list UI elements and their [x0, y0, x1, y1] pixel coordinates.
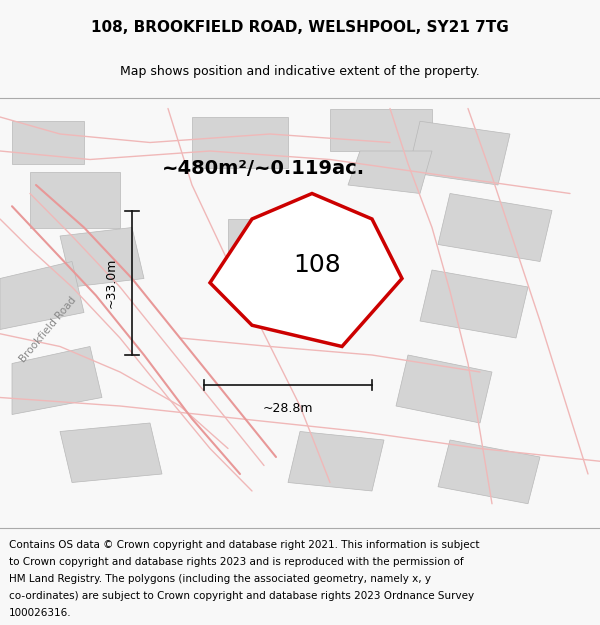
Polygon shape — [228, 219, 324, 270]
Polygon shape — [60, 228, 144, 287]
Polygon shape — [12, 121, 84, 164]
Text: HM Land Registry. The polygons (including the associated geometry, namely x, y: HM Land Registry. The polygons (includin… — [9, 574, 431, 584]
Polygon shape — [408, 121, 510, 185]
Polygon shape — [210, 194, 402, 346]
Polygon shape — [264, 279, 348, 321]
Polygon shape — [396, 355, 492, 423]
Polygon shape — [192, 117, 288, 168]
Text: co-ordinates) are subject to Crown copyright and database rights 2023 Ordnance S: co-ordinates) are subject to Crown copyr… — [9, 591, 474, 601]
Text: ~480m²/~0.119ac.: ~480m²/~0.119ac. — [162, 159, 365, 177]
Text: to Crown copyright and database rights 2023 and is reproduced with the permissio: to Crown copyright and database rights 2… — [9, 557, 464, 567]
Polygon shape — [12, 346, 102, 414]
Text: Brookfield Road: Brookfield Road — [18, 295, 78, 364]
Polygon shape — [420, 270, 528, 338]
Polygon shape — [438, 194, 552, 261]
Text: 100026316.: 100026316. — [9, 608, 71, 618]
Text: Map shows position and indicative extent of the property.: Map shows position and indicative extent… — [120, 66, 480, 79]
Polygon shape — [30, 173, 120, 228]
Polygon shape — [330, 109, 432, 151]
Polygon shape — [0, 261, 84, 329]
Polygon shape — [438, 440, 540, 504]
Polygon shape — [348, 151, 432, 194]
Text: ~33.0m: ~33.0m — [104, 258, 118, 308]
Polygon shape — [288, 431, 384, 491]
Text: Contains OS data © Crown copyright and database right 2021. This information is : Contains OS data © Crown copyright and d… — [9, 540, 479, 550]
Text: ~28.8m: ~28.8m — [263, 402, 313, 414]
Text: 108, BROOKFIELD ROAD, WELSHPOOL, SY21 7TG: 108, BROOKFIELD ROAD, WELSHPOOL, SY21 7T… — [91, 21, 509, 36]
Polygon shape — [60, 423, 162, 483]
Text: 108: 108 — [293, 253, 341, 277]
